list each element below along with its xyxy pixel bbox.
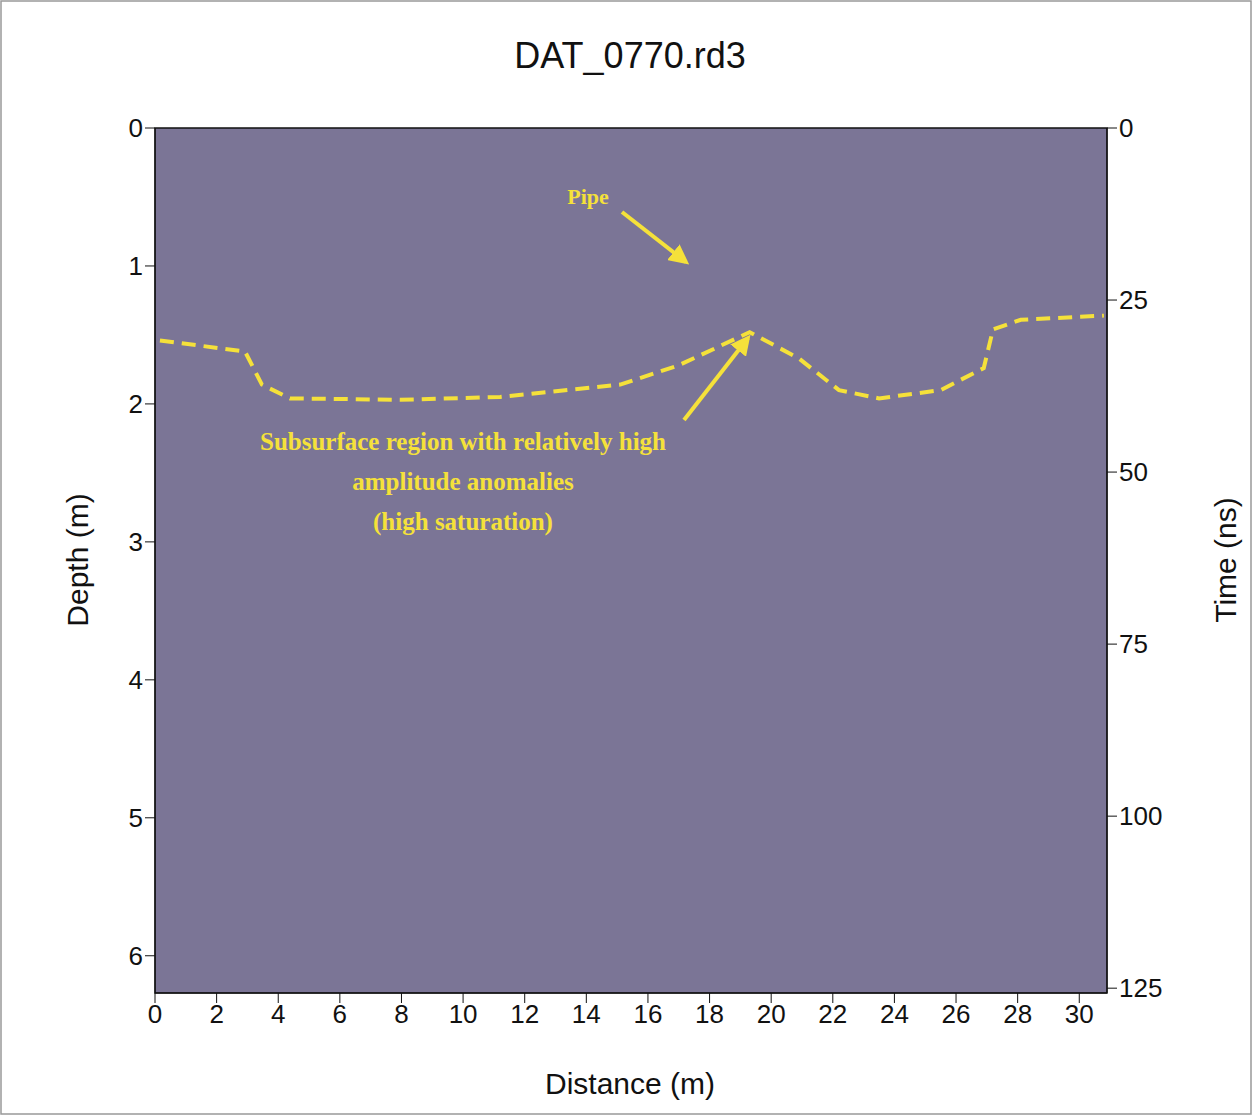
svg-text:0: 0 bbox=[148, 999, 162, 1029]
svg-text:(high saturation): (high saturation) bbox=[373, 508, 553, 536]
svg-text:14: 14 bbox=[572, 999, 601, 1029]
svg-text:2: 2 bbox=[209, 999, 223, 1029]
svg-text:5: 5 bbox=[129, 803, 143, 833]
svg-text:30: 30 bbox=[1065, 999, 1094, 1029]
svg-text:100: 100 bbox=[1119, 801, 1162, 831]
svg-text:Depth (m): Depth (m) bbox=[61, 493, 94, 626]
svg-text:18: 18 bbox=[695, 999, 724, 1029]
svg-text:25: 25 bbox=[1119, 285, 1148, 315]
svg-text:26: 26 bbox=[942, 999, 971, 1029]
svg-text:3: 3 bbox=[129, 527, 143, 557]
svg-text:6: 6 bbox=[129, 941, 143, 971]
svg-text:Time (ns): Time (ns) bbox=[1209, 497, 1242, 623]
svg-text:4: 4 bbox=[271, 999, 285, 1029]
svg-text:12: 12 bbox=[510, 999, 539, 1029]
svg-text:16: 16 bbox=[633, 999, 662, 1029]
svg-text:Distance (m): Distance (m) bbox=[545, 1067, 715, 1100]
svg-text:28: 28 bbox=[1003, 999, 1032, 1029]
svg-text:22: 22 bbox=[818, 999, 847, 1029]
svg-text:24: 24 bbox=[880, 999, 909, 1029]
svg-text:Pipe: Pipe bbox=[567, 184, 609, 209]
svg-text:amplitude anomalies: amplitude anomalies bbox=[352, 468, 574, 495]
svg-text:1: 1 bbox=[129, 251, 143, 281]
svg-text:125: 125 bbox=[1119, 973, 1162, 1003]
svg-text:20: 20 bbox=[757, 999, 786, 1029]
svg-text:50: 50 bbox=[1119, 457, 1148, 487]
svg-text:4: 4 bbox=[129, 665, 143, 695]
svg-text:0: 0 bbox=[1119, 113, 1133, 143]
svg-text:2: 2 bbox=[129, 389, 143, 419]
svg-text:Subsurface region with relativ: Subsurface region with relatively high bbox=[260, 428, 666, 455]
svg-text:8: 8 bbox=[394, 999, 408, 1029]
svg-text:10: 10 bbox=[449, 999, 478, 1029]
svg-text:0: 0 bbox=[129, 113, 143, 143]
svg-text:DAT_0770.rd3: DAT_0770.rd3 bbox=[514, 35, 745, 76]
svg-text:6: 6 bbox=[333, 999, 347, 1029]
svg-text:75: 75 bbox=[1119, 629, 1148, 659]
